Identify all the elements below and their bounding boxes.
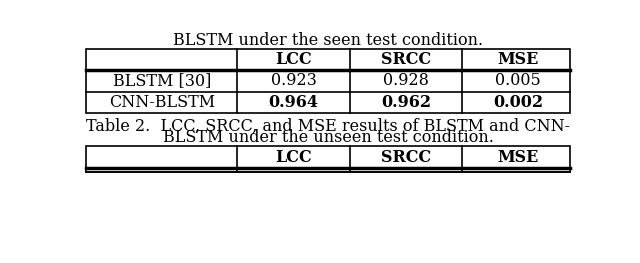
Text: BLSTM under the seen test condition.: BLSTM under the seen test condition. [173, 32, 483, 49]
Text: 0.928: 0.928 [383, 72, 429, 89]
Text: SRCC: SRCC [381, 51, 431, 68]
Text: MSE: MSE [497, 149, 539, 166]
Text: MSE: MSE [497, 51, 539, 68]
Text: 0.002: 0.002 [493, 94, 543, 111]
Text: BLSTM [30]: BLSTM [30] [113, 72, 211, 89]
Text: CNN-BLSTM: CNN-BLSTM [109, 94, 215, 111]
Bar [86, 146, 570, 173]
Text: BLSTM under the unseen test condition.: BLSTM under the unseen test condition. [163, 129, 493, 145]
Text: 0.923: 0.923 [271, 72, 316, 89]
Text: 0.005: 0.005 [495, 72, 541, 89]
Text: LCC: LCC [275, 149, 312, 166]
Text: LCC: LCC [275, 51, 312, 68]
Text: 0.964: 0.964 [269, 94, 319, 111]
Bar [86, 48, 570, 113]
Text: SRCC: SRCC [381, 149, 431, 166]
Text: 0.962: 0.962 [381, 94, 431, 111]
Text: Table 2.  LCC, SRCC, and MSE results of BLSTM and CNN-: Table 2. LCC, SRCC, and MSE results of B… [86, 118, 570, 135]
